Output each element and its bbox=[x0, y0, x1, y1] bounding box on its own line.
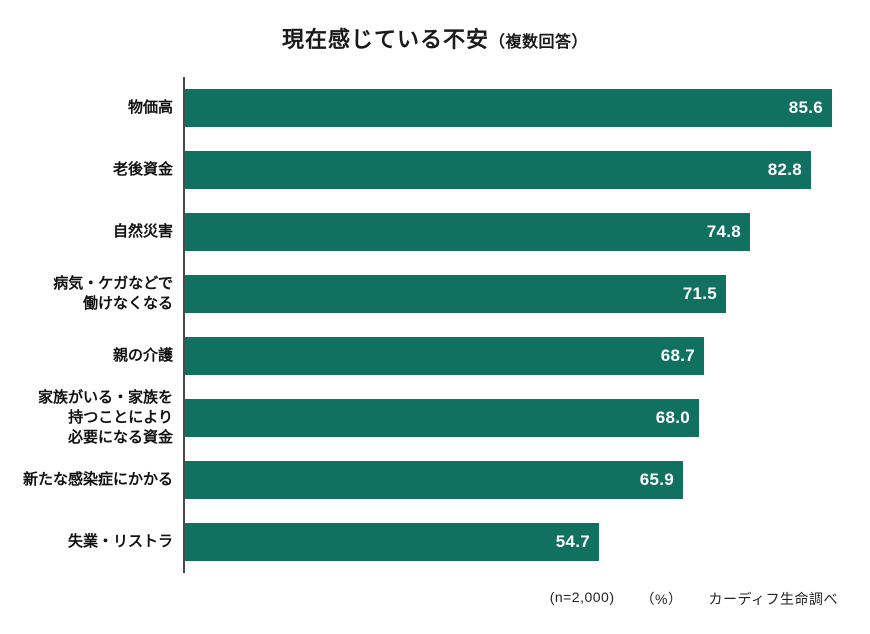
bar-value-label: 74.8 bbox=[706, 222, 741, 241]
bar: 85.6 bbox=[185, 89, 832, 127]
category-label: 病気・ケガなどで 働けなくなる bbox=[53, 275, 173, 312]
chart-area: 物価高 85.6 老後資金 82.8 自然災害 74.8 病気・ケガなどで 働けなくなる 71… bbox=[0, 77, 870, 573]
category-label: 物価高 bbox=[127, 99, 173, 117]
bar: 54.7 bbox=[185, 523, 599, 561]
bar-track: 82.8 bbox=[183, 139, 870, 201]
bar-row: 新たな感染症にかかる 65.9 bbox=[0, 449, 870, 511]
category-label: 失業・リストラ bbox=[67, 533, 173, 551]
source-note: カーディフ生命調べ bbox=[708, 591, 838, 607]
bar-track: 85.6 bbox=[183, 77, 870, 139]
bar-row: 病気・ケガなどで 働けなくなる 71.5 bbox=[0, 263, 870, 325]
bar-row: 家族がいる・家族を 持つことにより 必要になる資金 68.0 bbox=[0, 387, 870, 449]
bar: 65.9 bbox=[185, 461, 683, 499]
bar-track: 54.7 bbox=[183, 511, 870, 573]
sample-size-note: (n=2,000) bbox=[549, 589, 615, 605]
bar-track: 68.7 bbox=[183, 325, 870, 387]
bar-value-label: 85.6 bbox=[788, 98, 823, 117]
chart-title: 現在感じている不安（複数回答） bbox=[0, 0, 870, 54]
bar-track: 74.8 bbox=[183, 201, 870, 263]
bar-value-label: 54.7 bbox=[555, 532, 590, 551]
bar: 82.8 bbox=[185, 151, 811, 189]
chart-footnote: (n=2,000) （%） カーディフ生命調べ bbox=[0, 589, 870, 609]
bar-value-label: 65.9 bbox=[639, 470, 674, 489]
bar: 71.5 bbox=[185, 275, 726, 313]
category-label: 家族がいる・家族を 持つことにより 必要になる資金 bbox=[37, 389, 173, 446]
bar-value-label: 68.0 bbox=[655, 408, 690, 427]
bar: 68.0 bbox=[185, 399, 699, 437]
category-label: 新たな感染症にかかる bbox=[22, 471, 173, 489]
category-label: 自然災害 bbox=[112, 223, 173, 241]
bar-value-label: 68.7 bbox=[660, 346, 695, 365]
bar-value-label: 71.5 bbox=[682, 284, 717, 303]
unit-note: （%） bbox=[640, 591, 683, 607]
bar-rows: 物価高 85.6 老後資金 82.8 自然災害 74.8 病気・ケガなどで 働けなくなる 71… bbox=[0, 77, 870, 573]
bar: 68.7 bbox=[185, 337, 704, 375]
bar-row: 親の介護 68.7 bbox=[0, 325, 870, 387]
bar-track: 65.9 bbox=[183, 449, 870, 511]
bar-row: 老後資金 82.8 bbox=[0, 139, 870, 201]
chart-title-subtitle: （複数回答） bbox=[489, 34, 589, 51]
bar-value-label: 82.8 bbox=[767, 160, 802, 179]
bar-track: 68.0 bbox=[183, 387, 870, 449]
chart-title-main: 現在感じている不安 bbox=[281, 27, 489, 52]
bar-row: 物価高 85.6 bbox=[0, 77, 870, 139]
bar: 74.8 bbox=[185, 213, 750, 251]
bar-track: 71.5 bbox=[183, 263, 870, 325]
bar-row: 失業・リストラ 54.7 bbox=[0, 511, 870, 573]
category-label: 親の介護 bbox=[112, 347, 173, 365]
bar-row: 自然災害 74.8 bbox=[0, 201, 870, 263]
category-label: 老後資金 bbox=[112, 161, 173, 179]
